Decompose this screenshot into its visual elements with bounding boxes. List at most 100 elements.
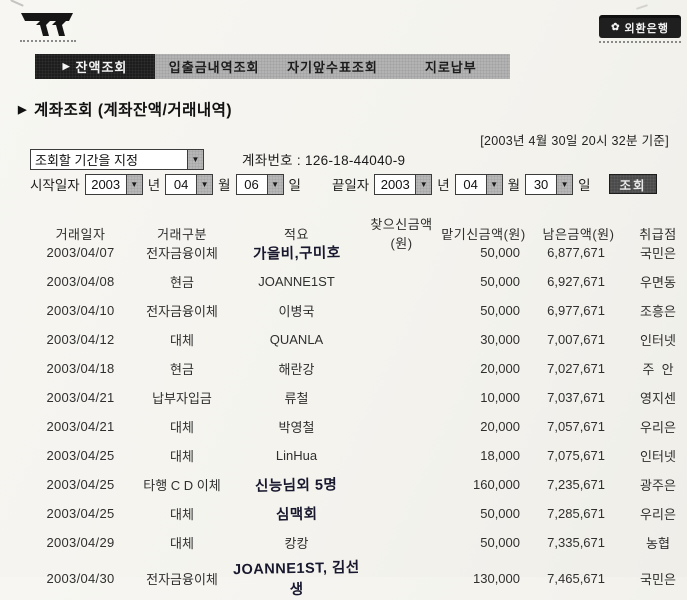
cell-branch: 광주은 (640, 478, 676, 493)
cell-deposit: 160,000 (473, 477, 520, 492)
bank-logo-label: 외환은행 (624, 23, 669, 35)
end-day-select[interactable]: 30 ▼ (525, 173, 574, 195)
col-header-withdrawal: 찾으신금액(원) (370, 217, 433, 251)
cell-branch: 국민은 (640, 571, 676, 587)
cell-date: 2003/04/12 (46, 332, 115, 347)
cell-date: 2003/04/25 (46, 506, 115, 521)
cell-balance: 7,285,671 (547, 506, 605, 521)
cell-deposit: 50,000 (480, 245, 520, 260)
tab-deposit-withdrawal-history[interactable]: 입출금내역조회 (155, 54, 273, 79)
chevron-down-icon[interactable]: ▼ (196, 174, 213, 194)
chevron-down-icon[interactable]: ▼ (125, 174, 142, 194)
start-year-select[interactable]: 2003 ▼ (84, 173, 143, 195)
bank-logo: ✿ 외환은행 (599, 18, 681, 43)
cell-date: 2003/04/07 (46, 245, 115, 260)
account-number-value: 126-18-44040-9 (305, 153, 406, 168)
col-header-type: 거래구분 (157, 226, 207, 242)
col-header-memo: 적요 (284, 226, 309, 242)
cell-balance: 7,235,671 (547, 477, 605, 492)
cell-date: 2003/04/08 (46, 274, 115, 289)
end-date-label: 끝일자 (331, 178, 370, 193)
cell-deposit: 20,000 (480, 361, 520, 376)
table-row: 2003/04/18 현금 해란강 20,000 7,027,671 주 안 (28, 354, 685, 383)
cell-deposit: 130,000 (473, 570, 520, 586)
cell-type: 현금 (170, 362, 194, 377)
year-unit-label: 년 (437, 178, 450, 193)
cell-deposit: 20,000 (480, 419, 520, 434)
chevron-down-icon[interactable]: ▼ (485, 174, 502, 194)
cell-branch: 우면동 (640, 275, 676, 290)
tab-balance-inquiry[interactable]: ▶ 잔액조회 (35, 54, 155, 79)
period-select-value: 조회할 기간을 지정 (35, 152, 138, 168)
cell-deposit: 10,000 (480, 390, 520, 405)
table-row: 2003/04/25 대체 심맥회 50,000 7,285,671 우리은 (28, 499, 685, 528)
cell-deposit: 50,000 (480, 303, 520, 318)
cell-type: 대체 (170, 449, 194, 464)
cell-memo: 이병국 (278, 304, 315, 319)
tab-label: 입출금내역조회 (168, 60, 260, 75)
cell-branch: 우리은 (640, 507, 676, 522)
period-select[interactable]: 조회할 기간을 지정 ▼ (30, 148, 204, 170)
cell-balance: 7,037,671 (547, 390, 605, 405)
cell-balance: 7,075,671 (547, 448, 605, 463)
cell-deposit: 50,000 (480, 535, 520, 550)
cell-type: 대체 (170, 420, 194, 435)
cell-date: 2003/04/29 (46, 535, 115, 550)
chevron-down-icon[interactable]: ▼ (415, 174, 432, 194)
chevron-down-icon[interactable]: ▼ (266, 174, 283, 194)
tab-label: 지로납부 (424, 60, 477, 75)
cell-memo: LinHua (275, 448, 318, 463)
cell-branch: 조흥은 (640, 304, 676, 319)
month-unit-label: 월 (218, 178, 231, 193)
cell-memo: 신능님외 5명 (255, 477, 338, 495)
table-header-row: 거래일자 거래구분 적요 찾으신금액(원) 맡기신금액(원) 남은금액(원) 취… (28, 214, 685, 251)
cell-type: 전자금융이체 (146, 304, 218, 319)
col-header-deposit: 맡기신금액(원) (441, 226, 526, 242)
cell-deposit: 18,000 (480, 448, 520, 463)
logo-underline (20, 40, 76, 42)
table-row: 2003/04/10 전자금융이체 이병국 50,000 6,977,671 조… (28, 296, 685, 325)
cell-deposit: 50,000 (480, 274, 520, 289)
start-day-select[interactable]: 06 ▼ (235, 173, 284, 195)
col-header-balance: 남은금액(원) (542, 226, 615, 242)
tab-label: 자기앞수표조회 (287, 60, 378, 75)
tab-giro-payment[interactable]: 지로납부 (392, 54, 510, 79)
end-year-select[interactable]: 2003 ▼ (374, 173, 433, 195)
col-header-date: 거래일자 (55, 226, 106, 242)
cell-branch: 주 안 (642, 362, 674, 377)
cell-balance: 7,057,671 (547, 419, 605, 434)
cell-type: 현금 (170, 275, 194, 290)
cell-branch: 인터넷 (640, 333, 676, 348)
logo-underline (599, 41, 681, 43)
table-row: 2003/04/30 전자금융이체 JOANNE1ST, 김선생 130,000… (28, 557, 685, 598)
cell-deposit: 30,000 (480, 332, 520, 347)
end-month-select[interactable]: 04 ▼ (454, 173, 503, 195)
cell-memo: 류철 (284, 391, 309, 406)
cell-date: 2003/04/30 (46, 570, 115, 586)
cell-date: 2003/04/21 (46, 390, 115, 405)
cell-balance: 6,977,671 (547, 303, 605, 318)
cell-date: 2003/04/18 (46, 361, 115, 376)
table-body: 2003/04/07 전자금융이체 가을비,구미호 50,000 6,877,6… (28, 238, 685, 598)
transaction-table: 거래일자 거래구분 적요 찾으신금액(원) 맡기신금액(원) 남은금액(원) 취… (28, 214, 685, 598)
day-unit-label: 일 (288, 178, 301, 193)
search-button[interactable]: 조회 (609, 174, 657, 194)
page-header: ✿ 외환은행 (0, 8, 687, 52)
cell-memo: JOANNE1ST, 김선생 (232, 559, 360, 599)
account-number-label: 계좌번호 : (242, 153, 301, 168)
cell-balance: 7,335,671 (547, 535, 605, 550)
table-row: 2003/04/25 대체 LinHua 18,000 7,075,671 인터… (28, 441, 685, 470)
cell-type: 납부자입금 (152, 391, 212, 406)
tab-cashiers-check-inquiry[interactable]: 자기앞수표조회 (273, 54, 391, 79)
table-row: 2003/04/21 대체 박영철 20,000 7,057,671 우리은 (28, 412, 685, 441)
query-controls-row1: 조회할 기간을 지정 ▼ 계좌번호 : 126-18-44040-9 (30, 148, 670, 170)
start-month-select[interactable]: 04 ▼ (165, 173, 214, 195)
table-row: 2003/04/21 납부자입금 류철 10,000 7,037,671 영지센 (28, 383, 685, 412)
chevron-down-icon[interactable]: ▼ (556, 174, 573, 194)
cell-type: 전자금융이체 (146, 571, 218, 587)
chevron-down-icon[interactable]: ▼ (187, 149, 203, 169)
cell-memo: QUANLA (269, 332, 324, 347)
table-row: 2003/04/29 대체 캉캉 50,000 7,335,671 농협 (28, 528, 685, 557)
cell-branch: 인터넷 (640, 449, 676, 464)
day-unit-label: 일 (578, 178, 591, 193)
